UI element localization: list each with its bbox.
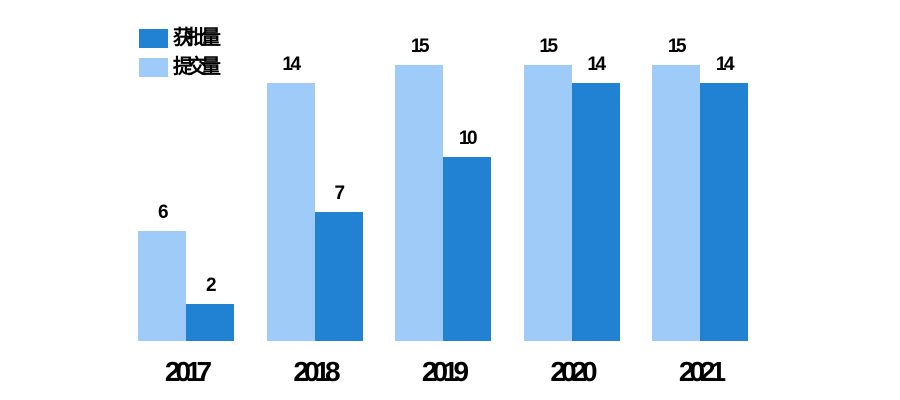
- legend-item-submitted[interactable]: 提交量: [139, 56, 221, 78]
- bar-left: [395, 65, 443, 341]
- legend-item-approved[interactable]: 获批量: [139, 27, 221, 49]
- legend-label-approved: 获批量: [173, 27, 221, 49]
- bar-value-label: 14: [715, 54, 735, 76]
- bar-left: [138, 230, 186, 341]
- bar-value-label: 15: [667, 36, 687, 57]
- bar-left: [266, 83, 315, 341]
- bar-right: [443, 157, 491, 341]
- x-axis-label: 2020: [550, 356, 597, 387]
- bar-value-label: 7: [334, 183, 345, 205]
- bar-value-label: 14: [587, 54, 606, 76]
- bar-value-label: 2: [205, 275, 217, 297]
- legend-label-submitted: 提交量: [173, 56, 221, 78]
- x-axis-label: 2021: [678, 356, 726, 387]
- chart-legend: 获批量 提交量: [139, 27, 221, 78]
- legend-swatch-submitted: [139, 58, 168, 77]
- bar-value-label: 15: [410, 36, 430, 57]
- bar-value-label: 10: [458, 128, 478, 149]
- bar-right: [571, 83, 620, 341]
- bar-value-label: 6: [157, 201, 169, 223]
- x-axis-label: 2019: [421, 356, 469, 387]
- bar-left: [523, 65, 572, 341]
- bar-value-label: 15: [539, 36, 558, 57]
- bar-right: [314, 212, 363, 341]
- bar-value-label: 14: [282, 54, 301, 76]
- legend-swatch-approved: [139, 29, 168, 48]
- x-axis-label: 2018: [293, 356, 340, 387]
- bar-right: [186, 304, 234, 341]
- x-axis-label: 2017: [164, 356, 212, 387]
- bar-left: [652, 65, 700, 341]
- bar-right: [700, 83, 748, 341]
